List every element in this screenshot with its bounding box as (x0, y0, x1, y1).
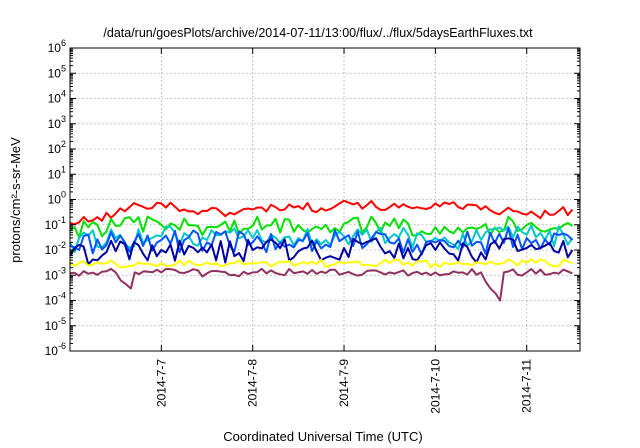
x-tick-label: 2014-7-8 (246, 359, 260, 407)
y-tick-label: 10-5 (45, 316, 66, 333)
y-tick-label: 101 (48, 164, 66, 181)
series-line-7 (69, 267, 573, 302)
y-tick-label: 102 (48, 139, 66, 156)
series-line-1 (69, 199, 574, 226)
y-axis: 10-6 10-5 10-4 10-3 10-2 10-1 100 101 102 103 104 1… (45, 38, 580, 358)
y-tick-label: 104 (48, 89, 66, 106)
x-tick-label: 2014-7-9 (337, 359, 351, 407)
y-tick-label: 10-6 (45, 341, 66, 358)
y-tick-label: 10-3 (45, 265, 66, 282)
y-tick-label: 100 (48, 190, 66, 207)
y-tick-label: 10-2 (45, 240, 66, 257)
chart-title: /data/run/goesPlots/archive/2014-07-11/1… (103, 26, 533, 40)
series-line-2 (69, 215, 573, 239)
x-axis-label: Coordinated Universal Time (UTC) (223, 429, 422, 444)
series-line-6 (69, 258, 573, 269)
grid-lines (70, 48, 580, 351)
y-tick-label: 105 (48, 63, 66, 80)
y-tick-label: 10-4 (45, 291, 66, 308)
x-axis: 2014-7-7 2014-7-8 2014-7-9 2014-7-10 2014-7-… (154, 48, 534, 414)
series-group (69, 199, 574, 302)
x-tick-label: 2014-7-7 (154, 359, 168, 407)
series-line-4 (69, 227, 574, 256)
y-tick-label: 103 (48, 114, 66, 131)
series-line-3 (69, 224, 574, 253)
y-tick-label: 106 (48, 38, 66, 55)
x-tick-label: 2014-7-10 (428, 359, 442, 414)
x-tick-label: 2014-7-11 (520, 359, 534, 413)
y-tick-label: 10-1 (45, 215, 66, 232)
y-axis-label: protons/cm²-s-sr-MeV (8, 137, 23, 263)
